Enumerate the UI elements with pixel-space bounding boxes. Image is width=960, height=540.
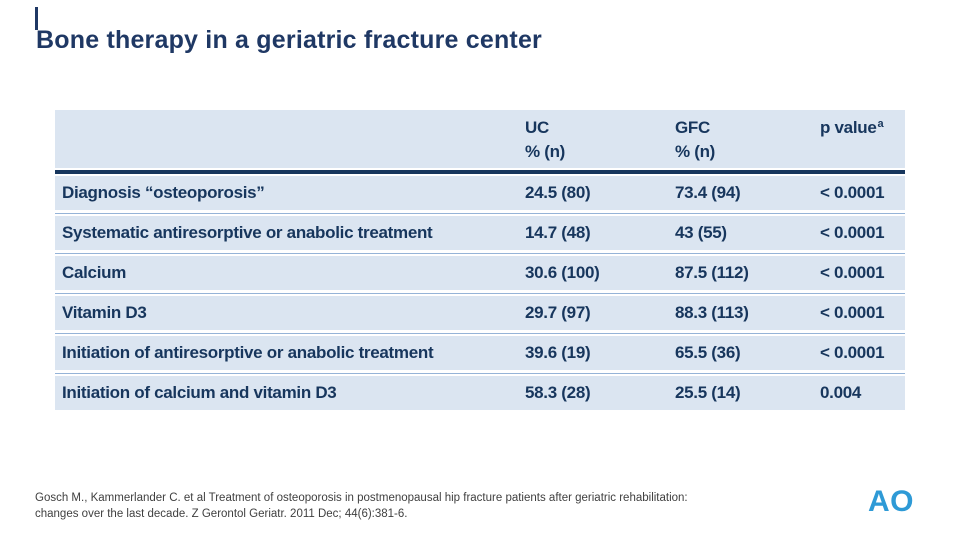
row-label: Systematic antiresorptive or anabolic tr… (62, 223, 433, 242)
top-accent-bar (35, 7, 38, 30)
uc-value: 14.7 (48) (525, 223, 591, 242)
table-header-row: UC % (n) GFC % (n) p valuea (55, 110, 905, 168)
gfc-value: 73.4 (94) (675, 183, 741, 202)
uc-header-line2: % (n) (525, 142, 566, 161)
p-value: < 0.0001 (820, 223, 885, 242)
gfc-value: 88.3 (113) (675, 303, 749, 322)
gfc-value: 25.5 (14) (675, 383, 741, 402)
p-value: 0.004 (820, 383, 862, 402)
uc-value: 39.6 (19) (525, 343, 591, 362)
table-row: Calcium 30.6 (100) 87.5 (112) < 0.0001 (55, 256, 905, 290)
ao-logo: AO (868, 485, 914, 518)
gfc-header-line2: % (n) (675, 142, 716, 161)
table-row: Vitamin D3 29.7 (97) 88.3 (113) < 0.0001 (55, 296, 905, 330)
table-row: Diagnosis “osteoporosis” 24.5 (80) 73.4 … (55, 176, 905, 210)
uc-header-line1: UC (525, 118, 549, 137)
citation-text: Gosch M., Kammerlander C. et al Treatmen… (35, 492, 688, 520)
slide-title: Bone therapy in a geriatric fracture cen… (36, 26, 542, 54)
row-label: Initiation of calcium and vitamin D3 (62, 383, 337, 402)
table-row: Initiation of antiresorptive or anabolic… (55, 336, 905, 370)
pvalue-footnote-marker: a (877, 118, 884, 130)
table-row: Initiation of calcium and vitamin D3 58.… (55, 376, 905, 410)
row-label: Vitamin D3 (62, 303, 147, 322)
pvalue-header-label: p value (820, 118, 877, 137)
p-value: < 0.0001 (820, 183, 885, 202)
uc-value: 58.3 (28) (525, 383, 591, 402)
p-value: < 0.0001 (820, 303, 885, 322)
gfc-value: 43 (55) (675, 223, 727, 242)
header-empty-cell (55, 116, 520, 168)
p-value: < 0.0001 (820, 343, 885, 362)
uc-value: 30.6 (100) (525, 263, 600, 282)
bone-therapy-table: UC % (n) GFC % (n) p valuea Diagnosis “o… (55, 110, 905, 410)
p-value: < 0.0001 (820, 263, 885, 282)
table-body: Diagnosis “osteoporosis” 24.5 (80) 73.4 … (55, 176, 905, 410)
uc-value: 29.7 (97) (525, 303, 591, 322)
column-header-gfc: GFC % (n) (670, 116, 815, 168)
row-label: Calcium (62, 263, 127, 282)
gfc-header-line1: GFC (675, 118, 710, 137)
uc-value: 24.5 (80) (525, 183, 591, 202)
gfc-value: 65.5 (36) (675, 343, 741, 362)
gfc-value: 87.5 (112) (675, 263, 749, 282)
row-label: Initiation of antiresorptive or anabolic… (62, 343, 434, 362)
table-row: Systematic antiresorptive or anabolic tr… (55, 216, 905, 250)
row-label: Diagnosis “osteoporosis” (62, 183, 265, 202)
column-header-uc: UC % (n) (520, 116, 670, 168)
column-header-pvalue: p valuea (815, 116, 905, 168)
